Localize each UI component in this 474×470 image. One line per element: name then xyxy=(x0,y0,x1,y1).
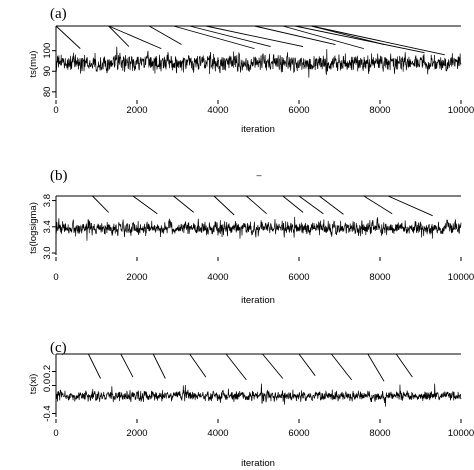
panel-b-trace-line xyxy=(55,216,462,241)
panel-c-xtick-label: 4000 xyxy=(207,428,228,439)
panel-a-ytick-labels: 80 90 100 xyxy=(42,43,56,97)
panel-b-jump-line xyxy=(132,195,158,215)
panel-a-xtick-labels: 0 2000 4000 6000 8000 10000 xyxy=(53,100,474,116)
panel-b-xtick-label: 4000 xyxy=(207,272,228,283)
panel-a-xtick-label: 2000 xyxy=(126,105,147,116)
panel-a-label: (a) xyxy=(50,6,67,22)
panel-c-jump-lines xyxy=(87,353,413,382)
panel-b-ytick-label: 3.4 xyxy=(42,220,53,233)
panel-b-ytick-label: 3.8 xyxy=(42,194,53,207)
panel-c: (c) ts(xi) iteration 0 2000 4000 6000 8000 10… xyxy=(28,340,474,469)
panel-a-jump-line xyxy=(173,25,255,50)
panel-b-axes xyxy=(55,195,461,255)
panel-a-jump-lines xyxy=(55,25,445,56)
panel-a-jump-line xyxy=(254,25,336,45)
panel-a-jump-line xyxy=(108,25,130,47)
panel-c-ytick-labels: -0.4 0.00.2 xyxy=(42,365,56,422)
panel-a-jump-line xyxy=(189,25,271,48)
panel-c-jump-line xyxy=(120,353,134,378)
panel-a-jump-line xyxy=(205,25,304,48)
panel-c-jump-line xyxy=(152,353,166,379)
panel-c-xtick-label: 0 xyxy=(53,428,58,439)
panel-b-xtick-label: 2000 xyxy=(126,272,147,283)
panel-c-ytick-label: 0.0 xyxy=(42,379,53,392)
panel-b-jump-line xyxy=(92,195,109,213)
panel-a-jump-line xyxy=(148,25,182,45)
panel-c-ytick-label: 0.2 xyxy=(42,365,53,378)
panel-b-jump-line xyxy=(282,195,304,213)
panel-b-xtick-label: 0 xyxy=(53,272,58,283)
panel-c-xtick-labels: 0 2000 4000 6000 8000 10000 xyxy=(53,419,474,439)
panel-b-xtick-label: 8000 xyxy=(369,272,390,283)
panel-a-jump-line xyxy=(311,25,445,56)
panel-c-xtick-label: 8000 xyxy=(369,428,390,439)
panel-c-jump-line xyxy=(87,353,101,379)
panel-b-jump-line xyxy=(173,195,194,213)
panel-c-jump-line xyxy=(262,353,284,379)
panel-b-jump-line xyxy=(213,195,235,216)
panel-c-axes xyxy=(55,353,461,417)
panel-b-jump-line xyxy=(298,195,324,215)
panel-b-jump-line xyxy=(363,195,393,215)
panel-a-xtick-label: 0 xyxy=(53,105,58,116)
panel-a-ylabel: ts(mu) xyxy=(28,51,39,78)
panel-b-label: (b) xyxy=(50,168,68,184)
panel-a-xtick-label: 4000 xyxy=(207,105,228,116)
panel-a-xtick-label: 6000 xyxy=(288,105,309,116)
panel-c-jump-line xyxy=(331,353,353,381)
panel-c-jump-line xyxy=(395,353,413,378)
panel-b-xtick-label: 10000 xyxy=(448,272,474,283)
panel-b-ytick-label: 3.0 xyxy=(42,246,53,259)
panel-a-jump-line xyxy=(55,25,81,49)
panel-a-xtick-label: 10000 xyxy=(448,105,474,116)
panel-c-xlabel: iteration xyxy=(241,458,275,469)
panel-a-xlabel: iteration xyxy=(241,124,275,135)
panel-b: (b) ts(logsigma) iteration 0 2000 4000 6000… xyxy=(28,168,474,306)
panel-c-jump-line xyxy=(225,353,247,381)
panel-c-jump-line xyxy=(367,353,385,382)
panel-c-xtick-label: 10000 xyxy=(448,428,474,439)
panel-c-ytick-label: -0.4 xyxy=(42,405,53,421)
panel-b-xlabel: iteration xyxy=(241,295,275,306)
panel-a-trace xyxy=(55,46,462,78)
panel-c-label: (c) xyxy=(50,340,67,356)
panel-b-jump-line xyxy=(387,195,433,217)
panel-b-ytick-labels: 3.0 3.4 3.8 xyxy=(42,194,56,260)
panel-a-ytick-label: 80 xyxy=(42,87,53,98)
panel-a-xtick-label: 8000 xyxy=(369,105,390,116)
panel-c-jump-line xyxy=(189,353,207,378)
panel-a-jump-line xyxy=(282,25,364,50)
panel-a-jump-line xyxy=(108,25,162,50)
panel-b-xtick-labels: 0 2000 4000 6000 8000 10000 xyxy=(53,257,474,283)
panel-a: (a) ts(mu) iteration 0 2000 4000 6000 8000 10… xyxy=(28,6,474,135)
panel-c-trace xyxy=(55,383,462,407)
panel-a-ytick-label: 90 xyxy=(42,66,53,77)
panel-b-jump-lines xyxy=(92,195,433,217)
panel-a-ytick-label: 100 xyxy=(42,43,53,59)
panel-c-jump-line xyxy=(298,353,316,376)
panel-b-trace xyxy=(55,216,462,241)
panel-a-trace-line xyxy=(55,46,462,78)
panel-b-xtick-label: 6000 xyxy=(288,272,309,283)
stray-dash: – xyxy=(256,170,261,180)
panel-a-jump-line xyxy=(294,25,425,54)
panel-c-xtick-label: 6000 xyxy=(288,428,309,439)
panel-c-ylabel: ts(xi) xyxy=(28,374,39,395)
panel-b-jump-line xyxy=(318,195,344,215)
panel-b-ylabel: ts(logsigma) xyxy=(28,202,39,254)
panel-c-trace-line xyxy=(55,383,462,407)
panel-c-xtick-label: 2000 xyxy=(126,428,147,439)
panel-b-jump-line xyxy=(246,195,267,215)
